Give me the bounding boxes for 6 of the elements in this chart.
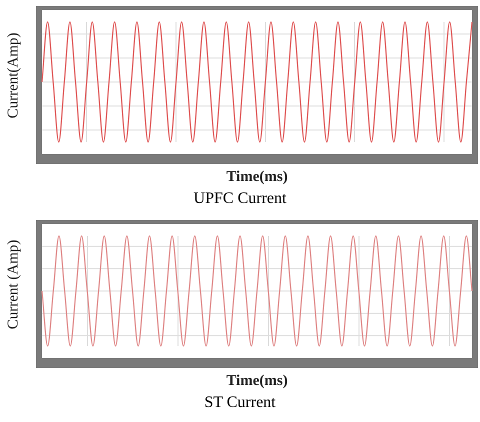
text: UPFC Current [192,190,288,209]
x-axis-title: Time(ms) [226,372,288,389]
y-axis-title: Current(Amp) [6,32,22,118]
text: ST Current [203,394,277,413]
x-axis-title: Time(ms) [226,168,288,185]
y-axis-title: Current (Amp) [6,239,22,329]
